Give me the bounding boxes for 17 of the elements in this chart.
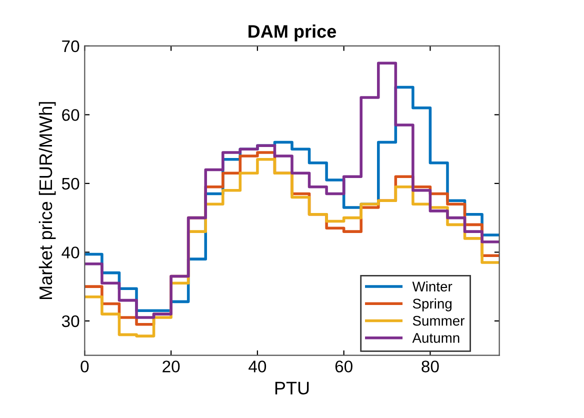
legend-label: Summer (412, 316, 464, 326)
legend-label: Winter (412, 281, 452, 292)
legend-label: Autumn (412, 333, 460, 343)
y-axis-title: Market price [EUR/MWh] (38, 102, 56, 299)
x-tick-label: 80 (422, 360, 439, 372)
chart-title: DAM price (248, 24, 336, 42)
x-axis-title: PTU (275, 382, 309, 395)
y-tick-label: 60 (62, 109, 80, 121)
y-tick-label: 70 (62, 40, 80, 52)
x-tick-label: 40 (248, 360, 266, 372)
y-tick-label: 50 (62, 178, 80, 190)
y-tick-label: 30 (62, 315, 80, 328)
legend-label: Spring (412, 298, 452, 312)
x-tick-label: 20 (162, 360, 180, 372)
x-tick-label: 0 (80, 360, 89, 372)
y-tick-label: 40 (62, 246, 80, 258)
x-tick-label: 60 (335, 360, 352, 372)
